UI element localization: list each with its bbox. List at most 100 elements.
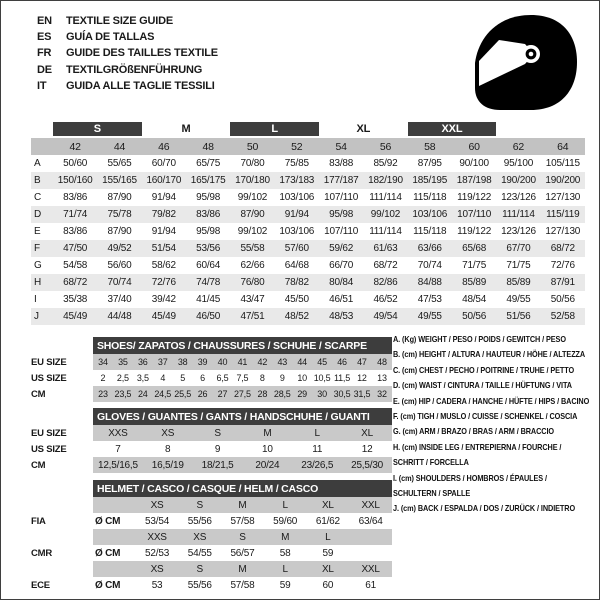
- measure-value: 58/62: [151, 260, 176, 271]
- measure-value: 83/86: [63, 192, 88, 203]
- helmet-size: XS: [178, 529, 222, 545]
- measure-value: 71/75: [506, 260, 531, 271]
- helmet-size: XS: [135, 561, 179, 577]
- size-value: 28: [252, 386, 273, 402]
- measure-value: 76/80: [230, 274, 275, 291]
- measure-value: 63/66: [407, 240, 452, 257]
- size-value: 40: [212, 354, 233, 370]
- language-title: GUIDA ALLE TAGLIE TESSILI: [66, 79, 215, 92]
- helmet-size: L: [263, 497, 307, 513]
- size-value: 8: [165, 443, 171, 455]
- language-row: EN TEXTILE SIZE GUIDE: [37, 13, 218, 29]
- row-label-spacer: [31, 529, 93, 545]
- size-value: 7,5: [236, 373, 249, 383]
- size-col-46: 46: [141, 138, 186, 155]
- size-value: 24,5: [152, 386, 173, 402]
- measure-value: 95/98: [196, 226, 221, 237]
- size-value: 37: [152, 354, 173, 370]
- gloves-table: GLOVES / GUANTES / GANTS / HANDSCHUHE / …: [31, 408, 392, 473]
- helmet-value: 56/57: [230, 547, 255, 559]
- measure-value: 45/49: [141, 308, 186, 325]
- measure-value: 53/56: [185, 240, 231, 257]
- helmet-value: 59: [322, 547, 334, 559]
- size-value: 31,5: [351, 386, 372, 402]
- unit-spacer: [93, 497, 136, 513]
- size-group-m: M: [141, 122, 231, 138]
- row-label: US SIZE: [31, 370, 93, 386]
- size-value: 41: [232, 354, 253, 370]
- size-value: S: [192, 425, 243, 441]
- size-value: 11: [312, 443, 323, 455]
- size-value: 23: [93, 386, 113, 402]
- size-group-l: L: [230, 122, 319, 138]
- measure-value: 103/106: [279, 192, 315, 203]
- measure-value: 49/54: [363, 308, 408, 325]
- row-label: CM: [31, 386, 93, 402]
- measure-value: 85/89: [451, 274, 497, 291]
- table-title: GLOVES / GUANTES / GANTS / HANDSCHUHE / …: [93, 408, 392, 425]
- helmet-size: XXL: [349, 497, 392, 513]
- measure-value: 47/50: [53, 240, 98, 257]
- size-value: 34: [93, 354, 113, 370]
- measure-value: 95/98: [318, 206, 364, 223]
- helmet-values-row: CMR Ø CM 52/53 54/55 56/57 58 59: [31, 545, 392, 561]
- helmet-size: S: [178, 497, 222, 513]
- measure-value: 65/68: [451, 240, 497, 257]
- measure-value: 56/60: [107, 260, 132, 271]
- measure-row-g: G 54/58 56/60 58/62 60/64 62/66 64/68 66/70 68/7…: [31, 257, 585, 274]
- certification-label: FIA: [31, 513, 93, 529]
- measure-value: 103/106: [279, 226, 315, 237]
- size-value: 30: [312, 386, 333, 402]
- size-value: 10: [262, 443, 273, 455]
- size-value: 10: [297, 373, 307, 383]
- measurement-legend: A. (Kg) WEIGHT / PESO / POIDS / GEWITCH …: [393, 332, 593, 517]
- size-value: 16,5/19: [142, 457, 193, 473]
- language-list: EN TEXTILE SIZE GUIDE ES GUÍA DE TALLAS FR GU…: [37, 13, 218, 94]
- size-group-s: S: [53, 122, 142, 138]
- measure-value: 64/68: [284, 260, 309, 271]
- measure-value: 61/63: [363, 240, 408, 257]
- measure-value: 115/118: [413, 192, 447, 203]
- helmet-value: 53: [151, 579, 163, 591]
- measure-value: 48/54: [462, 294, 487, 305]
- helmet-value: 61/62: [315, 515, 340, 527]
- measure-value: 165/175: [185, 172, 231, 189]
- size-col-56: 56: [363, 138, 408, 155]
- measure-value: 71/74: [53, 206, 98, 223]
- measure-value: 71/75: [462, 260, 487, 271]
- measure-value: 90/100: [459, 158, 489, 169]
- measure-value: 91/94: [151, 226, 176, 237]
- measure-value: 123/126: [501, 192, 536, 203]
- unit-spacer: [93, 561, 136, 577]
- size-value: 7: [115, 443, 121, 455]
- size-value: 43: [272, 354, 293, 370]
- helmet-size: M: [221, 561, 264, 577]
- measure-value: 46/50: [185, 308, 231, 325]
- size-value: 3,5: [136, 373, 149, 383]
- measure-value: 83/86: [185, 206, 231, 223]
- helmet-size: XXL: [349, 561, 392, 577]
- measure-value: 190/200: [540, 172, 585, 189]
- helmet-value: 55/56: [187, 515, 212, 527]
- measure-key: D: [31, 206, 53, 223]
- language-title: TEXTILE SIZE GUIDE: [66, 15, 174, 27]
- helmet-sizes-row: XS S M L XL XXL: [31, 561, 392, 577]
- size-value: 27: [212, 386, 233, 402]
- measure-value: 55/58: [230, 240, 275, 257]
- legend-item: A. (Kg) WEIGHT / PESO / POIDS / GEWITCH …: [393, 334, 566, 344]
- measure-value: 50/56: [550, 294, 575, 305]
- measure-value: 44/48: [97, 308, 142, 325]
- helmet-value: 54/55: [187, 547, 212, 559]
- legend-item: G. (cm) ARM / BRAZO / BRAS / ARM / BRACC…: [393, 426, 554, 437]
- measure-value: 99/102: [237, 226, 268, 237]
- helmet-value: 58: [279, 547, 291, 559]
- measure-value: 115/118: [413, 226, 447, 237]
- helmet-value: 57/58: [230, 515, 255, 527]
- row-label-spacer: [31, 561, 93, 577]
- measure-row-f: F 47/50 49/52 51/54 53/56 55/58 57/60 59/62 61/6…: [31, 240, 585, 257]
- measure-value: 107/110: [451, 206, 497, 223]
- size-value: 27,5: [232, 386, 253, 402]
- measure-value: 115/119: [540, 206, 585, 223]
- measure-value: 84/88: [407, 274, 452, 291]
- measure-value: 87/90: [107, 192, 132, 203]
